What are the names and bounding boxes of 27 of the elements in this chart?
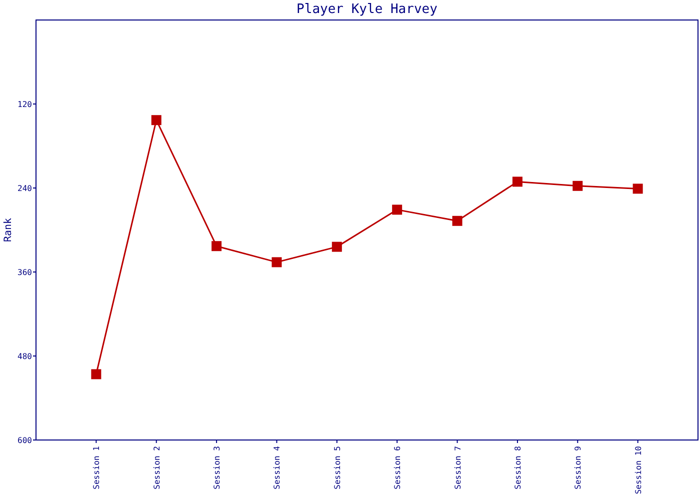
x-tick-label: Session 10	[634, 446, 643, 494]
x-tick-label: Session 6	[393, 446, 402, 490]
point	[512, 176, 522, 187]
y-tick-label: 600	[18, 436, 32, 445]
x-tick-label: Session 9	[574, 446, 583, 490]
y-tick-label: 480	[18, 352, 32, 361]
y-tick-label: 240	[18, 184, 32, 193]
x-tick-label: Session 1	[92, 446, 102, 490]
point	[392, 204, 402, 215]
y-tick-label: 120	[18, 100, 32, 109]
x-tick-label: Session 7	[453, 446, 462, 490]
point	[91, 369, 102, 380]
point	[332, 242, 342, 252]
chart-title: Player Kyle Harvey	[296, 2, 438, 17]
x-tick-label: Session 2	[152, 446, 162, 490]
x-tick-label: Session 4	[272, 446, 282, 490]
point	[632, 184, 643, 194]
y-tick-label: 360	[18, 268, 32, 277]
point	[151, 115, 162, 126]
point	[212, 241, 222, 252]
x-tick-label: Session 3	[212, 446, 222, 490]
x-tick-label: Session 8	[513, 446, 522, 490]
point	[452, 216, 462, 226]
point	[272, 257, 282, 268]
y-axis-title: Rank	[3, 218, 14, 242]
x-tick-label: Session 5	[332, 446, 342, 490]
point	[572, 180, 583, 191]
